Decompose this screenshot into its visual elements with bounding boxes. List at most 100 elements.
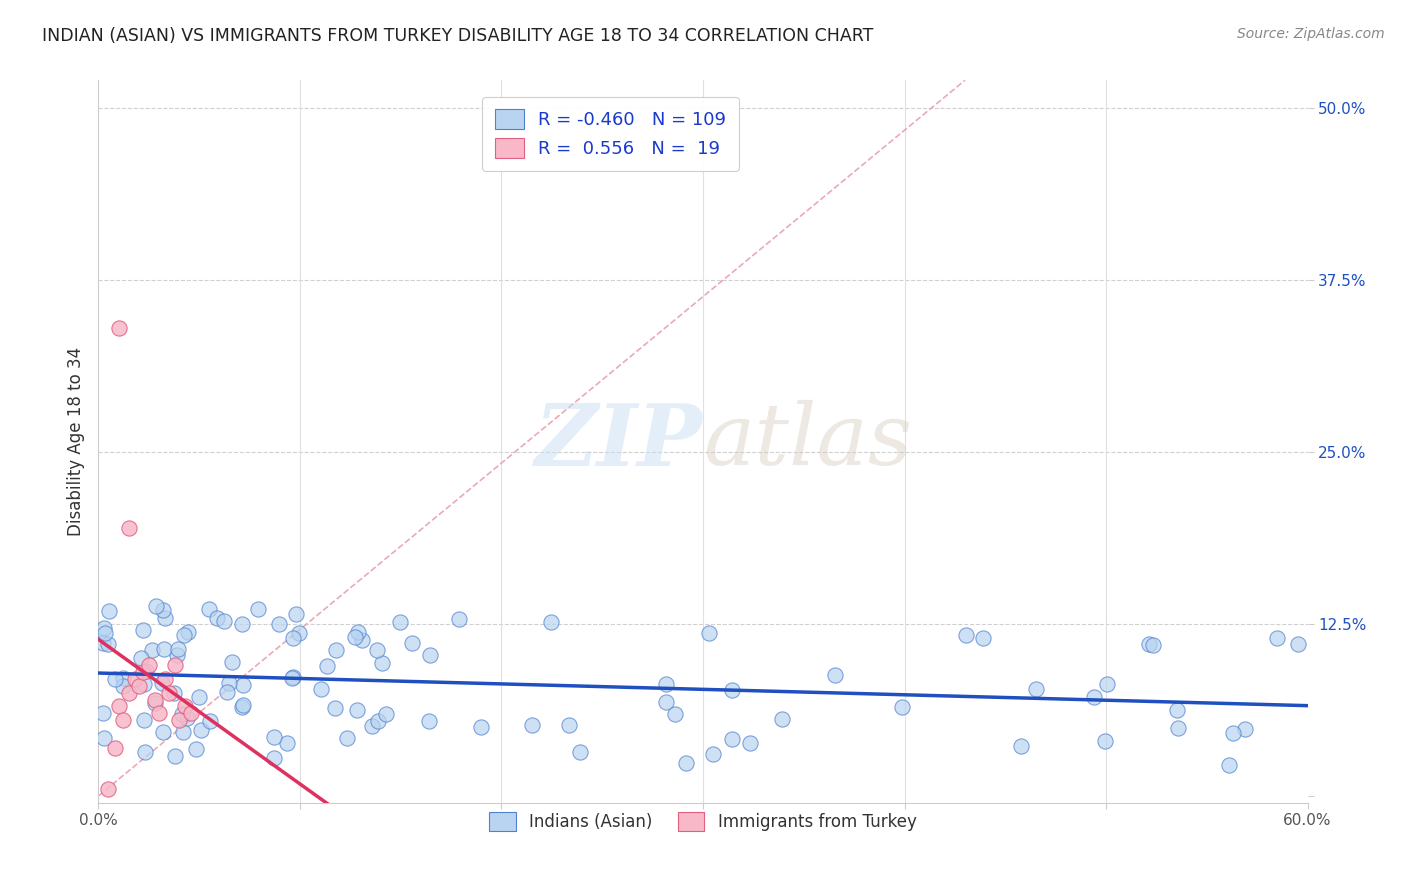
Point [1094,734,1116,748]
Point [367,714,389,728]
Point [212,614,235,628]
Point [132,665,155,679]
Point [112,679,135,693]
Point [167,713,190,727]
Point [134,713,156,727]
Point [134,745,156,759]
Point [97,637,120,651]
Point [1234,722,1257,736]
Point [232,678,254,692]
Point [1286,636,1309,650]
Point [1097,677,1119,691]
Point [352,632,374,647]
Point [129,651,152,665]
Point [135,664,157,678]
Point [128,679,150,693]
Point [720,682,742,697]
Point [569,744,592,758]
Y-axis label: Disability Age 18 to 34: Disability Age 18 to 34 [66,347,84,536]
Point [520,718,543,732]
Point [143,692,166,706]
Point [972,632,994,646]
Point [1218,757,1240,772]
Point [1137,637,1160,651]
Point [148,706,170,721]
Point [111,713,134,727]
Point [172,724,194,739]
Point [824,668,846,682]
Point [740,736,762,750]
Point [1267,631,1289,645]
Point [124,672,146,686]
Point [263,730,285,744]
Point [664,706,686,721]
Point [336,731,359,745]
Text: ZIP: ZIP [536,400,703,483]
Point [1166,703,1188,717]
Point [401,636,423,650]
Point [891,700,914,714]
Point [1025,681,1047,696]
Point [449,612,471,626]
Point [104,672,127,686]
Point [366,643,388,657]
Point [276,736,298,750]
Point [152,725,174,739]
Point [1167,721,1189,735]
Point [697,625,720,640]
Point [166,648,188,662]
Point [1083,690,1105,705]
Point [267,617,290,632]
Text: INDIAN (ASIAN) VS IMMIGRANTS FROM TURKEY DISABILITY AGE 18 TO 34 CORRELATION CHA: INDIAN (ASIAN) VS IMMIGRANTS FROM TURKEY… [42,27,873,45]
Point [675,756,697,771]
Point [170,707,193,722]
Point [470,720,492,734]
Point [316,659,339,673]
Point [231,699,253,714]
Point [107,321,129,335]
Point [215,685,238,699]
Point [112,671,135,685]
Point [284,607,307,621]
Point [176,711,198,725]
Point [118,686,141,700]
Point [655,677,678,691]
Point [118,520,141,534]
Point [1142,638,1164,652]
Point [174,699,197,714]
Point [143,696,166,710]
Point [91,706,114,720]
Point [190,723,212,738]
Point [418,714,440,728]
Point [163,658,186,673]
Point [153,611,176,625]
Point [323,700,346,714]
Point [180,706,202,721]
Point [558,718,581,732]
Point [97,604,120,618]
Point [205,611,228,625]
Point [97,782,120,797]
Point [955,628,977,642]
Point [103,740,125,755]
Point [375,706,398,721]
Point [107,699,129,714]
Point [655,695,678,709]
Point [283,670,305,684]
Point [200,714,222,728]
Point [721,732,744,747]
Point [343,630,366,644]
Point [419,648,441,663]
Point [163,685,186,699]
Point [1222,725,1244,739]
Point [150,676,173,690]
Point [93,731,115,746]
Point [325,643,347,657]
Point [134,677,156,691]
Point [93,621,115,635]
Point [346,703,368,717]
Point [173,627,195,641]
Point [263,751,285,765]
Point [231,617,253,632]
Point [157,686,180,700]
